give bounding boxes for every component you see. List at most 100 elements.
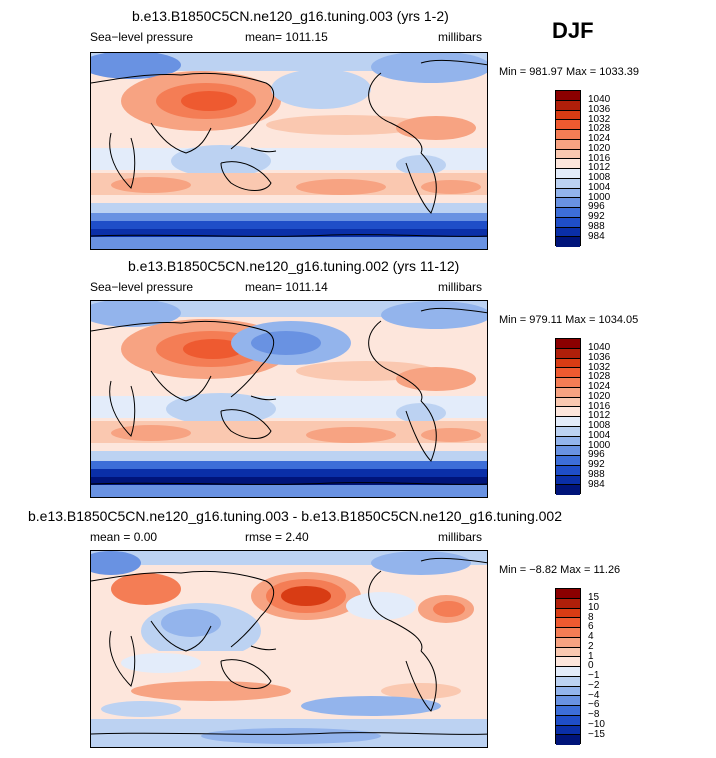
panel-2-colorbar-label: 988 (588, 469, 605, 480)
panel-3-units: millibars (438, 530, 483, 544)
panel-2-colorbar-label: 996 (588, 449, 605, 460)
panel-3-map (90, 550, 488, 748)
panel-3-colorbar-label: −4 (588, 690, 600, 701)
panel-2-colorbar-label: 1012 (588, 410, 611, 421)
panel-2-colorbar-label: 1020 (588, 391, 611, 402)
panel-2-swatch (556, 378, 580, 388)
panel-3-swatch (556, 676, 580, 687)
panel-1-colorbar-label: 984 (588, 231, 605, 242)
panel-1-colorbar-label: 992 (588, 211, 605, 222)
panel-1-map (90, 52, 488, 250)
panel-1-variable: Sea−level pressure (90, 30, 194, 44)
panel-3-swatch (556, 686, 580, 697)
panel-2-colorbar-label: 1004 (588, 430, 611, 441)
panel-1-colorbar-label: 1008 (588, 172, 611, 183)
panel-2-swatch (556, 446, 580, 456)
panel-3-rmse: rmse = 2.40 (245, 530, 309, 544)
panel-2-colorbar-label: 984 (588, 479, 605, 490)
panel-3-swatch (556, 589, 580, 599)
panel-3-colorbar-label: −1 (588, 670, 600, 681)
panel-2-colorbar-label: 1016 (588, 401, 611, 412)
panel-3-colorbar-label: 15 (588, 592, 600, 603)
panel-2-swatch (556, 339, 580, 349)
panel-1-swatch (556, 169, 580, 179)
panel-1-colorbar-label: 1016 (588, 153, 611, 164)
panel-2-colorbar-label: 1040 (588, 342, 611, 353)
panel-2-swatch (556, 368, 580, 378)
panel-1-swatch (556, 227, 580, 238)
panel-2-swatch (556, 407, 580, 417)
panel-1-swatch (556, 100, 580, 111)
panel-2-swatch (556, 465, 580, 476)
panel-3-swatch (556, 618, 580, 628)
panel-3-swatch (556, 637, 580, 648)
panel-2-variable: Sea−level pressure (90, 280, 194, 294)
panel-1-swatch (556, 110, 580, 121)
panel-1-units: millibars (438, 30, 483, 44)
panel-1-colorbar-label: 1032 (588, 114, 611, 125)
panel-1-title: b.e13.B1850C5CN.ne120_g16.tuning.003 (yr… (132, 8, 449, 24)
panel-2-mean: mean= 1011.14 (245, 280, 328, 294)
panel-2-swatch (556, 348, 580, 359)
panel-1-swatch (556, 91, 580, 101)
panel-2-units: millibars (438, 280, 483, 294)
panel-2-colorbar-label: 1036 (588, 352, 611, 363)
panel-3-colorbar-label: 2 (588, 641, 594, 652)
panel-2-swatch (556, 387, 580, 398)
panel-2-swatch (556, 436, 580, 447)
panel-3-swatch (556, 706, 580, 716)
panel-1-mean: mean= 1011.15 (245, 30, 328, 44)
panel-1-swatch (556, 120, 580, 130)
panel-3-colorbar-label: −2 (588, 680, 600, 691)
panel-3-mean: mean = 0.00 (90, 530, 158, 544)
panel-1-colorbar-label: 1004 (588, 182, 611, 193)
panel-1-colorbar (555, 90, 581, 247)
panel-1-colorbar-label: 996 (588, 201, 605, 212)
panel-1-colorbar-label: 1040 (588, 94, 611, 105)
panel-1-colorbar-label: 1012 (588, 162, 611, 173)
panel-3-swatch (556, 598, 580, 609)
panel-3-colorbar-label: −6 (588, 699, 600, 710)
panel-2-colorbar-label: 1028 (588, 371, 611, 382)
panel-2-swatch (556, 397, 580, 408)
panel-1-colorbar-label: 1028 (588, 123, 611, 134)
panel-3-colorbar-label: 4 (588, 631, 594, 642)
panel-2-colorbar-label: 1024 (588, 381, 611, 392)
panel-1-swatch (556, 130, 580, 140)
panel-3-swatch (556, 715, 580, 726)
panel-3-swatch (556, 696, 580, 706)
panel-2-swatch (556, 456, 580, 466)
panel-1-colorbar-label: 988 (588, 221, 605, 232)
panel-1-swatch (556, 237, 580, 247)
panel-2-swatch (556, 485, 580, 495)
panel-2-minmax: Min = 979.11 Max = 1034.05 (499, 314, 639, 326)
panel-2-swatch (556, 417, 580, 427)
panel-1-swatch (556, 149, 580, 160)
panel-3-swatch (556, 647, 580, 658)
panel-1-swatch (556, 188, 580, 199)
panel-2-swatch (556, 358, 580, 369)
panel-3-colorbar-label: −8 (588, 709, 600, 720)
panel-3-colorbar-label: 1 (588, 651, 594, 662)
panel-3-colorbar-label: 10 (588, 602, 600, 613)
panel-1-swatch (556, 198, 580, 208)
panel-3-colorbar-label: −15 (588, 729, 605, 740)
panel-1-swatch (556, 178, 580, 189)
panel-1-colorbar-label: 1024 (588, 133, 611, 144)
panel-3-swatch (556, 608, 580, 619)
panel-3-colorbar-label: 6 (588, 621, 594, 632)
panel-1-colorbar-label: 1020 (588, 143, 611, 154)
panel-1-colorbar-label: 1036 (588, 104, 611, 115)
panel-3-colorbar (555, 588, 581, 745)
panel-3-swatch (556, 725, 580, 736)
panel-3-swatch (556, 667, 580, 677)
season-label: DJF (552, 18, 594, 43)
panel-1-swatch (556, 139, 580, 150)
panel-1-minmax: Min = 981.97 Max = 1033.39 (499, 66, 640, 78)
panel-3-colorbar-label: 8 (588, 612, 594, 623)
panel-1-swatch (556, 208, 580, 218)
panel-2-swatch (556, 426, 580, 437)
panel-2-colorbar-label: 1008 (588, 420, 611, 431)
panel-2-map (90, 300, 488, 498)
panel-3-swatch (556, 735, 580, 745)
